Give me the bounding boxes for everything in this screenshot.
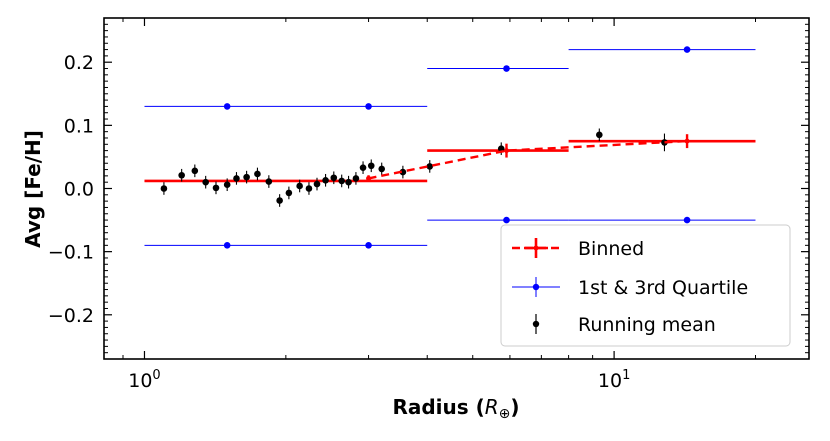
legend-quartile-marker: [532, 283, 540, 291]
y-axis-title: Avg [Fe/H]: [21, 130, 45, 248]
y-tick-label: 0.2: [64, 52, 94, 74]
binned-point: [366, 175, 372, 181]
quartile-q3-marker: [365, 103, 372, 110]
plot-series: [144, 46, 756, 249]
running-mean-point: [322, 176, 329, 184]
running-mean-point: [378, 165, 386, 173]
running-mean-point: [212, 184, 220, 192]
legend: Binned 1st & 3rd Quartile Running mean: [500, 224, 791, 347]
plot-frame: [103, 17, 810, 360]
y-tick-label: −0.1: [48, 242, 94, 264]
running-mean-point: [254, 170, 261, 178]
x-axis-unit-sub: ⊕: [499, 406, 511, 422]
x-tick-label: 100: [128, 368, 160, 392]
running-mean-point: [233, 175, 240, 182]
running-mean-point: [243, 173, 250, 181]
running-mean-point: [305, 185, 313, 192]
running-mean-point: [223, 181, 231, 189]
quartile-q1-marker: [503, 216, 510, 224]
running-mean-point: [596, 131, 603, 139]
running-mean-point: [661, 139, 668, 146]
running-mean-point: [338, 177, 346, 185]
running-mean-point: [313, 180, 321, 188]
quartile-q1-marker: [223, 242, 231, 249]
running-mean-point: [399, 168, 407, 176]
y-tick-label: −0.2: [48, 305, 94, 327]
quartile-q3-marker: [683, 46, 691, 53]
quartile-q1-marker: [683, 216, 691, 224]
legend-box: [500, 224, 791, 347]
y-tick-label: 0.1: [64, 115, 94, 137]
x-axis-title-text: Radius: [392, 395, 468, 419]
legend-label-running-mean: Running mean: [578, 314, 716, 336]
running-mean-point: [330, 174, 338, 182]
legend-item-binned: Binned: [512, 238, 644, 260]
legend-binned-marker: [533, 245, 539, 251]
running-mean-point: [285, 189, 293, 197]
quartile-q3-marker: [223, 103, 231, 110]
running-mean-point: [359, 164, 367, 171]
running-mean-point: [276, 197, 283, 204]
binned-line: [368, 139, 688, 180]
x-axis-unit: R: [485, 395, 499, 419]
running-mean-point: [191, 167, 199, 175]
tick-labels: 0.2 0.1 0.0 −0.1 −0.2 100 101: [48, 52, 630, 392]
running-mean-point: [345, 178, 352, 186]
running-mean-point: [160, 185, 168, 192]
running-mean-point: [202, 178, 209, 186]
quartile-q1-marker: [365, 242, 372, 249]
running-mean-point: [178, 171, 185, 179]
binned-point: [503, 148, 509, 154]
legend-item-quartile: 1st & 3rd Quartile: [512, 277, 748, 299]
x-tick-label: 101: [598, 368, 630, 392]
running-mean-point: [296, 182, 303, 190]
x-axis-title: Radius (R⊕): [392, 395, 519, 422]
legend-running-marker: [532, 320, 540, 328]
running-mean-point: [367, 162, 375, 170]
running-mean-point: [352, 175, 360, 182]
legend-label-quartile: 1st & 3rd Quartile: [578, 277, 748, 299]
binned-point: [684, 138, 690, 144]
running-mean-point: [265, 178, 273, 185]
running-mean-point: [426, 163, 434, 170]
legend-item-running-mean: Running mean: [532, 314, 716, 336]
y-tick-label: 0.0: [64, 179, 94, 201]
legend-label-binned: Binned: [578, 238, 644, 260]
quartile-q3-marker: [503, 65, 510, 72]
